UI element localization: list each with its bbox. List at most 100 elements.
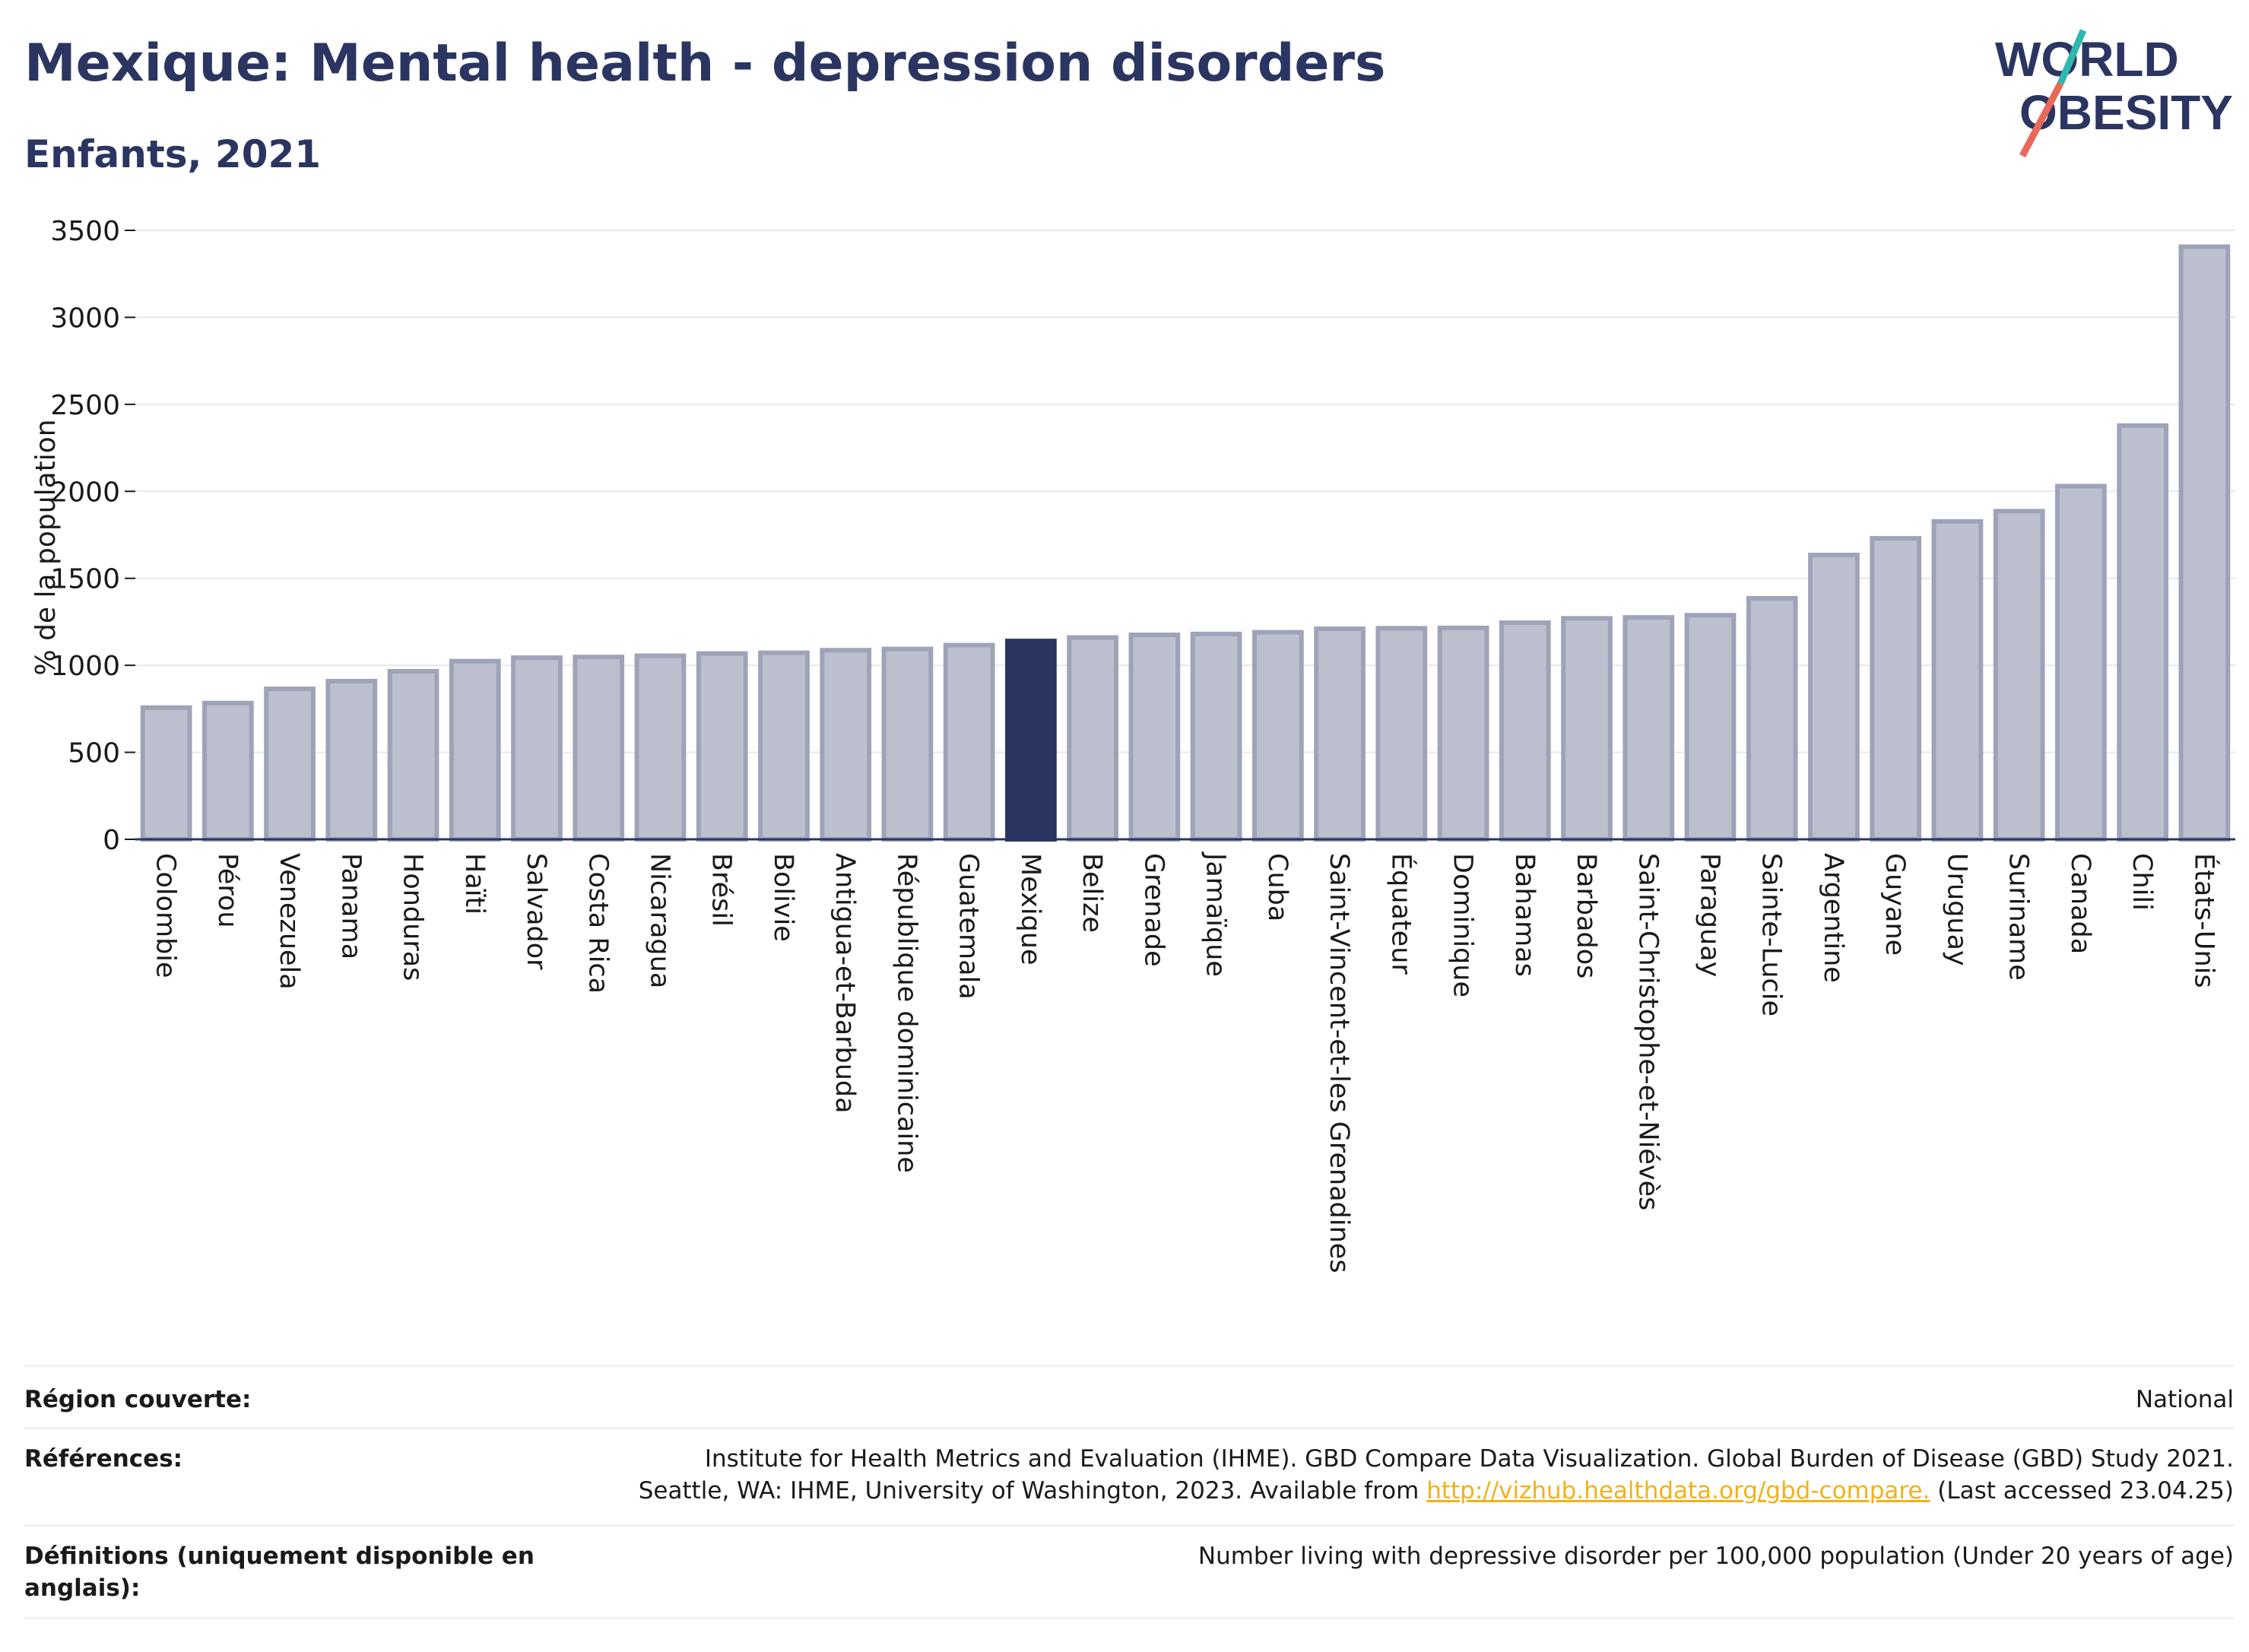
bar-br-sil [696,651,748,842]
references-link[interactable]: http://vizhub.healthdata.org/gbd-compare… [1426,1477,1930,1505]
bar-grenade [1128,633,1181,842]
x-tick-label: Grenade [1138,853,1169,967]
bar-jama-que [1190,631,1242,842]
x-tick-label: Panama [335,853,366,959]
bar-canada [2055,484,2107,842]
bar-mexique [1005,639,1057,842]
references-line2-prefix: Seattle, WA: IHME, University of Washing… [638,1477,1427,1505]
bar-dominique [1437,625,1489,842]
x-tick-label: Bolivie [768,853,798,942]
region-label: Région couverte: [24,1386,252,1413]
x-tick-label: Haïti [459,853,490,915]
y-tick-label: 3000 [50,303,120,334]
bar--quateur [1375,626,1428,842]
bar-bolivie [758,650,810,842]
bar-r-publique-dominicaine [881,646,934,842]
bar-nicaragua [634,653,687,842]
x-tick-label: Jamaïque [1201,851,1231,977]
x-tick-label: Belize [1077,853,1107,933]
x-tick-label: Équateur [1385,853,1417,975]
footer-table: Région couverte: National Références: In… [24,1365,2234,1619]
bar-suriname [1993,509,2045,842]
x-tick-label: Suriname [2003,853,2034,981]
bars [140,244,2231,842]
y-tick-label: 1500 [50,564,120,595]
x-tick-label: Dominique [1448,853,1478,997]
bar-saint-christophe-et-ni-v-s [1623,615,1675,842]
x-tick-label: Canada [2065,853,2095,954]
bar-honduras [387,668,439,842]
bar-bahamas [1499,620,1551,842]
bar-argentine [1808,553,1860,842]
x-tick-label: République dominicaine [891,853,921,1173]
x-tick-label: Saint-Christophe-et-Niévès [1632,853,1663,1210]
bar-barbados [1561,616,1613,842]
footer-row-references: Références: Institute for Health Metrics… [24,1427,2234,1524]
logo-coral-stroke [2019,81,2063,158]
x-tick-label: Mexique [1015,853,1045,966]
y-tick-label: 2000 [50,477,120,508]
chart-subtitle: Enfants, 2021 [24,132,322,176]
logo-line1: WORLD [1995,32,2179,87]
bar-guyane [1870,536,1922,842]
x-tick-label: Colombie [151,853,181,978]
bar-cuba [1251,629,1304,842]
bar-chart: 0 500 1000 1500 2000 2500 3000 3500 Colombie Pér… [30,216,2235,1273]
references-value: Institute for Health Metrics and Evaluat… [639,1443,2234,1524]
bar--tats-unis [2178,244,2231,842]
bar-panama [325,678,378,842]
x-tick-label: Nicaragua [645,853,675,988]
definitions-label: Définitions (uniquement disponible en an… [24,1543,534,1602]
x-tick-label: Sainte-Lucie [1756,853,1787,1016]
chart-title: Mexique: Mental health - depression diso… [24,33,1386,94]
x-tick-label: États-Unis [2188,853,2220,988]
bar-saint-vincent-et-les-grenadines [1314,626,1366,842]
bar-colombie [140,705,192,842]
bar-antigua-et-barbuda [820,648,872,842]
bar-uruguay [1931,518,1984,842]
y-axis-title: % de la population [30,419,62,675]
references-line2-suffix: (Last accessed 23.04.25) [1930,1477,2234,1505]
x-tick-label: Argentine [1818,853,1848,983]
bar-guatemala [943,642,995,842]
x-tick-label: Honduras [398,853,428,981]
bar-costa-rica [573,655,625,842]
x-tick-label: Salvador [521,853,551,970]
x-tick-label: Pérou [212,853,243,928]
definitions-value: Number living with depressive disorder p… [1197,1543,2234,1570]
y-tick-label: 500 [68,738,120,769]
footer-row-definitions: Définitions (uniquement disponible en an… [24,1524,2234,1619]
region-value: National [2135,1386,2234,1413]
x-tick-label: Cuba [1262,853,1293,921]
logo-teal-stroke [2057,29,2087,85]
x-tick-label: Chili [2127,853,2157,911]
y-axis-ticks: 0 500 1000 1500 2000 2500 3000 3500 [50,216,135,856]
world-obesity-logo: WORLD OBESITY [1995,29,2233,158]
bar-salvador [511,655,563,842]
x-tick-label: Guatemala [953,853,984,1000]
bar-venezuela [264,686,316,842]
y-tick-label: 2500 [50,390,120,421]
x-tick-label: Guyane [1879,853,1910,956]
x-tick-label: Saint-Vincent-et-les Grenadines [1324,853,1354,1273]
x-tick-label: Paraguay [1695,853,1725,977]
bar-sainte-lucie [1746,596,1798,842]
x-tick-label: Uruguay [1941,853,1971,966]
bar-p-rou [201,700,254,842]
y-tick-label: 3500 [50,216,120,247]
references-label: Références: [24,1445,183,1473]
x-axis-labels: Colombie Pérou Venezuela Panama Honduras Haït… [151,851,2221,1273]
x-tick-label: Barbados [1571,853,1601,978]
x-tick-label: Brésil [706,853,737,927]
references-line1: Institute for Health Metrics and Evaluat… [704,1445,2234,1473]
bar-belize [1067,635,1119,842]
bar-ha-ti [449,658,501,842]
x-tick-label: Bahamas [1509,853,1540,977]
bar-chili [2117,423,2169,842]
x-tick-label: Venezuela [274,853,304,990]
y-tick-label: 1000 [50,651,120,682]
references-line2: Seattle, WA: IHME, University of Washing… [639,1475,2234,1507]
y-tick-label: 0 [103,825,120,856]
x-tick-label: Antigua-et-Barbuda [829,853,860,1114]
footer-row-region: Région couverte: National [24,1365,2234,1427]
